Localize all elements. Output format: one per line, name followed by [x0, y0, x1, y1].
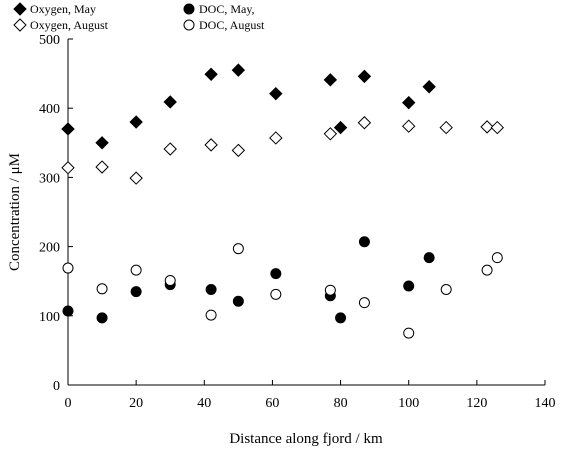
legend-label: Oxygen, May: [30, 2, 96, 16]
y-tick-label: 0: [53, 379, 60, 394]
diamond-data-point: [61, 122, 75, 136]
diamond-data-point: [480, 120, 494, 134]
diamond-data-point: [204, 67, 218, 81]
diamond-data-point: [422, 80, 436, 94]
circle-data-point: [270, 268, 282, 280]
ticks: 0 20 40 60 80 100 120 140 0 100 200 300 400 500: [39, 33, 556, 411]
x-tick-label: 80: [334, 396, 348, 411]
diamond-data-point: [439, 120, 453, 135]
series-3: [62, 243, 503, 339]
series-0: [61, 63, 436, 150]
legend: Oxygen, May DOC, May, Oxygen, August DOC, A…: [13, 2, 265, 32]
y-tick-label: 100: [39, 310, 60, 325]
circle-data-point: [358, 236, 370, 248]
legend-marker-icon: [183, 19, 195, 31]
circle-data-point: [335, 312, 347, 324]
series-2: [61, 116, 505, 185]
data-points: [61, 63, 505, 339]
circle-data-point: [403, 327, 415, 339]
circle-data-point: [62, 305, 74, 317]
diamond-data-point: [269, 131, 283, 145]
axes: [67, 39, 545, 386]
circle-data-point: [324, 284, 336, 296]
circle-data-point: [403, 280, 415, 292]
diamond-data-point: [129, 171, 143, 185]
legend-marker-icon: [183, 3, 195, 15]
circle-data-point: [62, 262, 74, 274]
x-tick-label: 0: [65, 396, 72, 411]
x-tick-label: 60: [265, 396, 279, 411]
circle-data-point: [491, 252, 503, 264]
legend-item: Oxygen, May: [13, 2, 96, 16]
x-axis-title: Distance along fjord / km: [229, 431, 383, 447]
diamond-data-point: [269, 86, 283, 101]
diamond-data-point: [204, 138, 218, 152]
diamond-data-point: [231, 143, 246, 158]
legend-label: DOC, August: [199, 18, 265, 32]
legend-label: DOC, May,: [199, 2, 255, 16]
legend-marker-icon: [13, 2, 27, 16]
circle-data-point: [96, 312, 108, 324]
circle-data-point: [232, 243, 244, 255]
diamond-data-point: [61, 161, 75, 175]
circle-data-point: [205, 309, 217, 321]
legend-item: DOC, August: [183, 18, 265, 32]
circle-data-point: [481, 264, 493, 276]
y-axis-title: Concentration / μM: [7, 153, 23, 271]
legend-marker-icon: [13, 18, 27, 32]
diamond-data-point: [323, 73, 338, 87]
diamond-data-point: [129, 115, 143, 129]
series-1: [62, 236, 435, 324]
circle-data-point: [96, 283, 108, 295]
y-tick-label: 200: [39, 241, 60, 256]
diamond-data-point: [402, 119, 416, 133]
diamond-data-point: [95, 136, 109, 150]
x-tick-label: 100: [398, 396, 419, 411]
legend-label: Oxygen, August: [30, 18, 109, 32]
diamond-data-point: [323, 127, 338, 141]
circle-data-point: [205, 284, 217, 296]
legend-item: Oxygen, August: [13, 18, 109, 32]
circle-data-point: [130, 264, 142, 276]
circle-data-point: [358, 297, 370, 309]
x-tick-label: 140: [535, 396, 556, 411]
x-tick-label: 40: [197, 396, 211, 411]
circle-data-point: [440, 284, 452, 296]
diamond-data-point: [95, 160, 109, 174]
circle-data-point: [232, 295, 244, 307]
y-tick-label: 400: [39, 102, 60, 117]
diamond-data-point: [163, 95, 177, 109]
circle-data-point: [270, 288, 282, 300]
diamond-data-point: [357, 69, 372, 84]
legend-item: DOC, May,: [183, 2, 255, 16]
diamond-data-point: [402, 95, 416, 110]
y-tick-label: 500: [39, 33, 60, 48]
circle-data-point: [164, 275, 176, 287]
x-tick-label: 20: [129, 396, 143, 411]
circle-data-point: [130, 286, 142, 298]
diamond-data-point: [163, 142, 177, 156]
y-tick-label: 300: [39, 171, 60, 186]
diamond-data-point: [231, 63, 246, 77]
diamond-data-point: [357, 116, 372, 130]
circle-data-point: [423, 252, 435, 264]
diamond-data-point: [490, 120, 505, 135]
x-tick-label: 120: [466, 396, 487, 411]
diamond-data-point: [333, 120, 348, 135]
